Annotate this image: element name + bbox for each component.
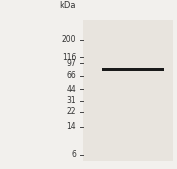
Text: 6: 6: [71, 150, 76, 159]
Text: 97: 97: [66, 59, 76, 68]
FancyBboxPatch shape: [132, 68, 164, 71]
Text: 22: 22: [67, 107, 76, 116]
Text: kDa: kDa: [60, 1, 76, 10]
Text: 66: 66: [66, 71, 76, 80]
Text: 31: 31: [67, 96, 76, 105]
Text: 116: 116: [62, 53, 76, 62]
FancyBboxPatch shape: [83, 20, 173, 161]
Text: 200: 200: [62, 35, 76, 44]
Text: 44: 44: [66, 85, 76, 94]
FancyBboxPatch shape: [102, 68, 133, 71]
Text: 14: 14: [67, 122, 76, 131]
